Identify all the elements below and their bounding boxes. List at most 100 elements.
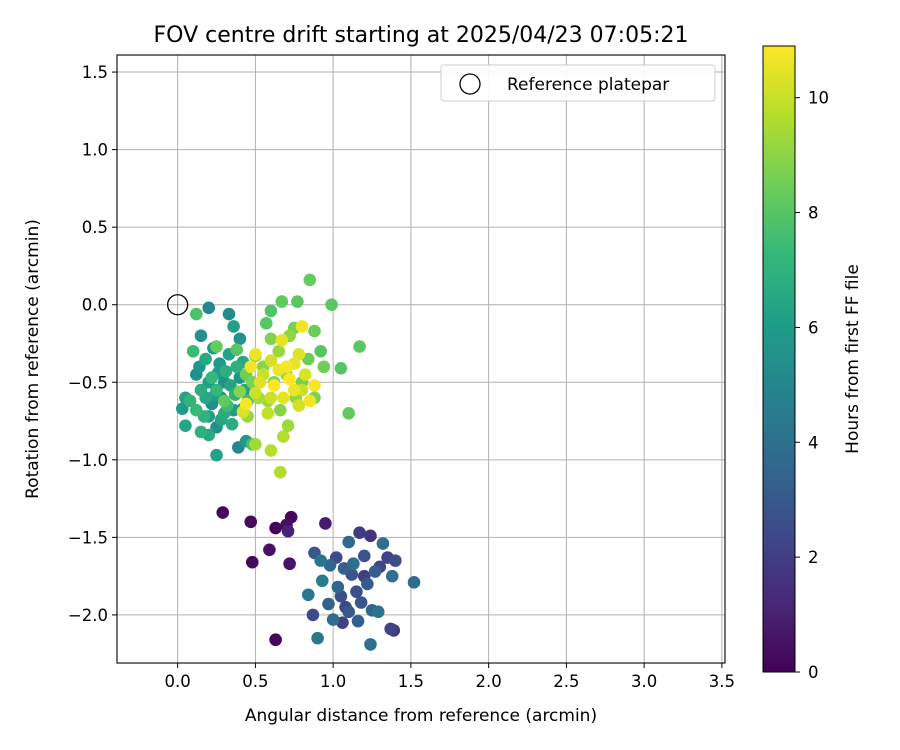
scatter-point [385, 569, 399, 583]
x-tick-label: 0.0 [165, 672, 191, 691]
scatter-point [219, 365, 233, 378]
scatter-point [264, 354, 278, 367]
scatter-point [264, 332, 278, 346]
scatter-point [342, 406, 355, 420]
scatter-point [244, 515, 258, 529]
scatter-point [351, 614, 365, 628]
scatter-point [281, 419, 295, 432]
scatter-point [222, 307, 236, 321]
scatter-point [368, 565, 382, 578]
x-axis-ticks: 0.0 0.5 1.0 1.5 2.0 2.5 3.0 3.5 [165, 663, 735, 691]
scatter-point [350, 585, 363, 598]
scatter-point [277, 391, 290, 405]
scatter-point [230, 343, 244, 356]
scatter-point [245, 555, 259, 569]
scatter-point [303, 273, 317, 287]
scatter-point [227, 320, 240, 333]
scatter-point [224, 379, 237, 392]
scatter-point [353, 526, 366, 540]
scatter-point [259, 317, 273, 330]
scatter-point [281, 524, 295, 538]
scatter-point [319, 517, 332, 530]
scatter-point [269, 521, 282, 535]
scatter-point [194, 383, 208, 397]
colorbar-tick-label: 4 [808, 433, 819, 452]
scatter-point [364, 529, 377, 543]
scatter-point [323, 558, 337, 572]
scatter-point [357, 549, 371, 563]
y-axis-label: Rotation from reference (arcmin) [23, 219, 43, 499]
y-axis-ticks: 1.5 1.0 0.5 0.0 −0.5 −1.0 −1.5 −2.0 [68, 63, 117, 625]
scatter-point [275, 334, 289, 347]
scatter-point [376, 537, 390, 550]
scatter-point [303, 394, 317, 408]
scatter-point [249, 386, 262, 400]
scatter-point [205, 371, 219, 384]
scatter-point [194, 329, 208, 343]
legend-box [440, 64, 716, 102]
scatter-point [361, 577, 374, 591]
scatter-point [277, 430, 290, 443]
y-tick-label: 1.0 [82, 141, 108, 160]
scatter-point [308, 379, 321, 392]
reference-marker [166, 294, 189, 316]
scatter-point [308, 324, 321, 338]
scatter-point [342, 535, 355, 549]
scatter-point [267, 379, 281, 392]
scatter-point [291, 295, 304, 308]
y-tick-label: 0.0 [82, 296, 108, 315]
scatter-point [179, 419, 192, 432]
x-axis-label: Angular distance from reference (arcmin) [245, 706, 597, 726]
scatter-point [331, 580, 345, 594]
scatter-point [342, 605, 355, 619]
chart-title: FOV centre drift starting at 2025/04/23 … [154, 23, 689, 48]
scatter-point [298, 368, 312, 381]
scatter-point [199, 352, 212, 366]
y-tick-label: −1.5 [68, 528, 108, 547]
x-tick-label: 3.5 [709, 672, 735, 691]
scatter-point [264, 444, 278, 457]
scatter-point [292, 348, 306, 361]
colorbar-tick-label: 6 [808, 318, 819, 337]
scatter-point [283, 557, 296, 571]
colorbar-tick-label: 2 [808, 548, 819, 567]
scatter-point [239, 397, 253, 411]
y-tick-label: 1.5 [82, 63, 108, 82]
scatter-point [287, 383, 301, 397]
x-tick-label: 0.5 [242, 672, 268, 691]
colorbar-ticks: 0 2 4 6 8 10 [795, 89, 829, 682]
scatter-point [263, 543, 276, 557]
scatter-point [186, 344, 200, 358]
scatter-point [371, 605, 385, 619]
y-tick-label: −2.0 [68, 606, 108, 625]
scatter-point [315, 574, 329, 588]
scatter-point [210, 340, 223, 353]
legend-marker-circle-icon [459, 73, 481, 95]
scatter-point [326, 613, 340, 626]
scatter-point [295, 320, 309, 333]
scatter-point [301, 588, 315, 602]
scatter-point [325, 298, 338, 312]
scatter-point [233, 332, 247, 346]
grid-lines [117, 55, 725, 663]
y-tick-label: −0.5 [68, 373, 108, 392]
scatter-point [210, 448, 223, 462]
scatter-point [217, 394, 231, 408]
scatter-point [216, 506, 230, 519]
scatter-point [272, 344, 286, 358]
colorbar-gradient [762, 45, 796, 673]
y-tick-label: 0.5 [82, 218, 108, 237]
scatter-point [190, 403, 203, 417]
scatter-point [384, 622, 397, 636]
scatter-point [301, 352, 315, 366]
x-tick-label: 3.0 [631, 672, 657, 691]
scatter-point [311, 631, 324, 645]
scatter-point [233, 385, 247, 398]
colorbar-tick-label: 8 [808, 204, 819, 223]
scatter-point [194, 425, 208, 439]
scatter-point [275, 295, 289, 308]
colorbar: 0 2 4 6 8 10 Hours from first FF file [762, 45, 863, 682]
scatter-point [322, 597, 335, 611]
scatter-point [306, 608, 320, 622]
